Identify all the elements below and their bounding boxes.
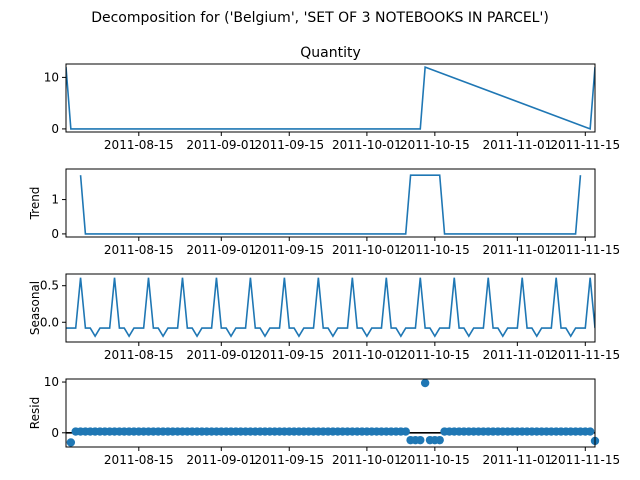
x-tick-label: 2011-11-01 [482,348,552,362]
x-tick-label: 2011-09-15 [254,138,324,152]
x-tick-label: 2011-08-15 [104,243,174,257]
plot-frame [65,273,596,343]
x-tick-label: 2011-09-15 [254,243,324,257]
x-tick-label: 2011-11-15 [550,138,620,152]
plot-frame [65,168,596,238]
x-tick-label: 2011-11-15 [550,243,620,257]
y-axis-label: Seasonal [28,281,42,335]
x-tick-label: 2011-11-01 [482,138,552,152]
y-tick-label: 1 [51,193,59,207]
resid-point [401,427,410,436]
x-tick-label: 2011-09-01 [186,138,256,152]
x-tick-label: 2011-11-01 [482,243,552,257]
figure-title: Decomposition for ('Belgium', 'SET OF 3 … [91,10,549,26]
x-tick-label: 2011-10-15 [400,348,470,362]
y-axis-label: Trend [28,187,42,221]
y-tick-label: 0 [51,122,59,136]
x-tick-label: 2011-10-01 [332,243,402,257]
x-tick-label: 2011-08-15 [104,453,174,467]
plot-frame [65,378,596,448]
y-axis-label: Resid [28,397,42,429]
y-tick-label: 10 [44,375,59,389]
plot-frame [65,63,596,133]
resid-point [420,378,430,388]
x-tick-label: 2011-10-01 [332,453,402,467]
x-tick-label: 2011-08-15 [104,138,174,152]
y-tick-label: 0.0 [40,315,59,329]
x-tick-label: 2011-11-01 [482,453,552,467]
resid-point [435,435,444,445]
x-tick-label: 2011-09-15 [254,453,324,467]
x-tick-label: 2011-09-01 [186,243,256,257]
y-tick-label: 0 [51,426,59,440]
resid-point [585,427,595,436]
x-tick-label: 2011-10-01 [332,348,402,362]
x-tick-label: 2011-11-15 [550,453,620,467]
x-tick-label: 2011-09-01 [186,453,256,467]
x-tick-label: 2011-09-15 [254,348,324,362]
y-tick-label: 10 [44,70,59,84]
panel-title: Quantity [300,45,361,61]
x-tick-label: 2011-09-01 [186,348,256,362]
y-tick-label: 0 [51,227,59,241]
resid-point [416,435,425,445]
x-tick-label: 2011-11-15 [550,348,620,362]
x-tick-label: 2011-10-01 [332,138,402,152]
x-tick-label: 2011-10-15 [400,138,470,152]
x-tick-label: 2011-10-15 [400,243,470,257]
x-tick-label: 2011-10-15 [400,453,470,467]
series-line [66,65,595,131]
y-tick-label: 0.5 [40,279,59,293]
series-line [66,277,595,338]
series-line [79,174,582,235]
x-tick-label: 2011-08-15 [104,348,174,362]
resid-point [66,438,76,447]
